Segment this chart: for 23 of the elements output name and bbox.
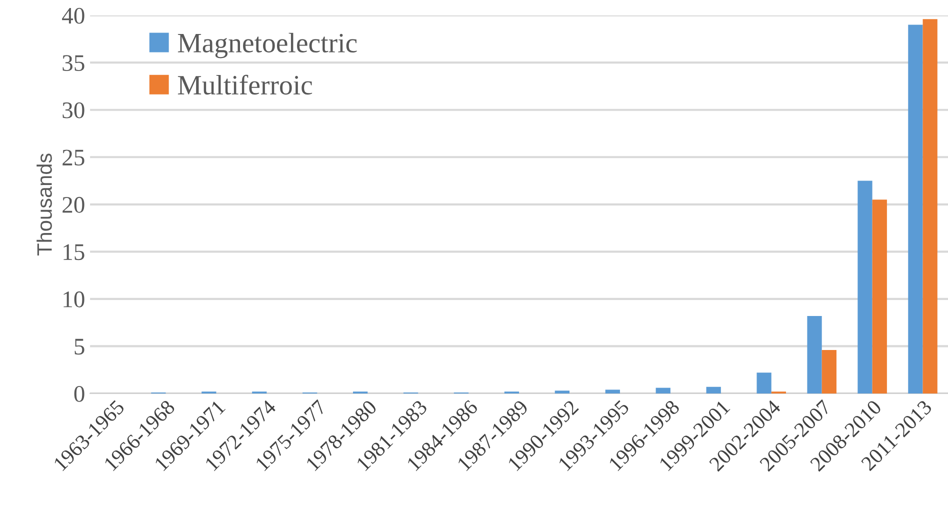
y-tick-label: 35 [62, 55, 84, 72]
y-tick-label: 40 [62, 8, 84, 24]
bar [756, 372, 772, 394]
bar [822, 350, 836, 394]
bar [807, 316, 822, 394]
y-tick-label: 15 [64, 244, 84, 260]
y-tick-label: 10 [64, 291, 84, 308]
bar [656, 388, 670, 394]
bar [872, 200, 887, 394]
bar [554, 390, 570, 394]
bar [922, 19, 938, 394]
y-tick-label: 0 [74, 386, 84, 402]
bar [858, 180, 872, 394]
y-tick-label: 30 [62, 102, 84, 118]
y-tick-label: 25 [62, 150, 84, 166]
y-tick-label: 5 [74, 338, 84, 355]
bar [706, 386, 721, 394]
y-axis-title: Thousands [36, 154, 52, 256]
legend-label: Multiferroic [178, 74, 312, 95]
bar [605, 390, 620, 394]
y-tick-label: 20 [62, 196, 84, 213]
bar [908, 24, 923, 394]
legend-label: Magnetoelectric [178, 32, 357, 58]
